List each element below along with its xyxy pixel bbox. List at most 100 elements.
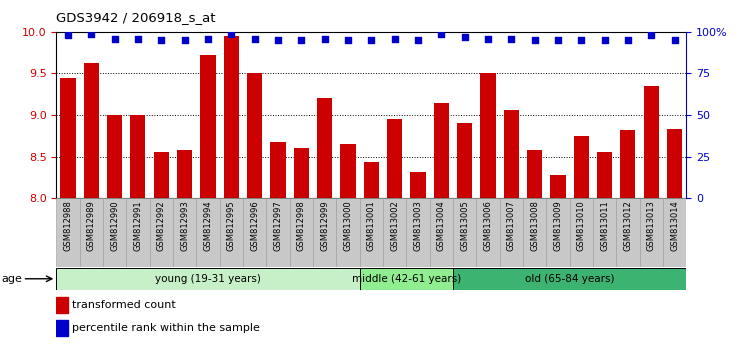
Bar [550, 175, 566, 198]
Bar [224, 36, 238, 198]
Text: GSM813002: GSM813002 [390, 200, 399, 251]
Text: middle (42-61 years): middle (42-61 years) [352, 274, 460, 284]
Point [296, 37, 307, 43]
Text: GSM812997: GSM812997 [274, 200, 283, 251]
Point [435, 31, 447, 36]
Bar [500, 198, 523, 267]
Bar [410, 172, 425, 198]
FancyBboxPatch shape [56, 268, 359, 290]
Bar [433, 103, 448, 198]
Bar [294, 148, 309, 198]
Text: GSM812990: GSM812990 [110, 200, 119, 251]
Text: GSM813013: GSM813013 [646, 200, 656, 251]
Bar [317, 98, 332, 198]
Point [155, 37, 167, 43]
Bar [383, 198, 406, 267]
Bar [593, 198, 616, 267]
Point [482, 36, 494, 41]
Text: GSM812999: GSM812999 [320, 200, 329, 251]
Bar [270, 142, 286, 198]
Bar [56, 320, 68, 336]
Bar [80, 198, 103, 267]
Text: young (19-31 years): young (19-31 years) [155, 274, 261, 284]
Bar [663, 198, 686, 267]
Point [319, 36, 331, 41]
Text: GSM812992: GSM812992 [157, 200, 166, 251]
Text: GSM813014: GSM813014 [670, 200, 679, 251]
Point [86, 31, 98, 36]
Text: GSM812995: GSM812995 [226, 200, 236, 251]
Bar [313, 198, 336, 267]
Bar [504, 110, 519, 198]
Bar [196, 198, 220, 267]
Bar [177, 150, 192, 198]
Point [412, 37, 424, 43]
Text: GSM813011: GSM813011 [600, 200, 609, 251]
Bar [574, 136, 589, 198]
Point [506, 36, 518, 41]
Text: GSM812996: GSM812996 [250, 200, 259, 251]
Bar [130, 115, 146, 198]
Bar [340, 144, 356, 198]
Bar [644, 86, 658, 198]
Text: GSM813000: GSM813000 [344, 200, 352, 251]
Text: GSM813001: GSM813001 [367, 200, 376, 251]
Text: percentile rank within the sample: percentile rank within the sample [72, 323, 260, 333]
Point [248, 36, 260, 41]
Text: GSM813006: GSM813006 [484, 200, 493, 251]
Bar [266, 198, 290, 267]
Point [622, 37, 634, 43]
Bar [149, 198, 173, 267]
Bar [336, 198, 359, 267]
Text: GSM813004: GSM813004 [436, 200, 445, 251]
Text: GSM813012: GSM813012 [623, 200, 632, 251]
Text: GSM813005: GSM813005 [460, 200, 469, 251]
Text: age: age [2, 274, 22, 284]
Bar [387, 119, 402, 198]
Bar [476, 198, 500, 267]
Bar [457, 123, 472, 198]
Bar [56, 198, 80, 267]
Point [342, 37, 354, 43]
Point [575, 37, 587, 43]
Point [272, 37, 284, 43]
Text: GSM812989: GSM812989 [87, 200, 96, 251]
Point [365, 37, 377, 43]
Bar [569, 198, 593, 267]
Point [529, 37, 541, 43]
Text: GSM812988: GSM812988 [64, 200, 73, 251]
Bar [84, 63, 99, 198]
Text: GSM812993: GSM812993 [180, 200, 189, 251]
Bar [364, 162, 379, 198]
Text: GSM813007: GSM813007 [507, 200, 516, 251]
Text: GSM813009: GSM813009 [554, 200, 562, 251]
Bar [597, 152, 612, 198]
Point [132, 36, 144, 41]
Point [668, 37, 680, 43]
Text: GSM813010: GSM813010 [577, 200, 586, 251]
Text: old (65-84 years): old (65-84 years) [525, 274, 614, 284]
Point [598, 37, 610, 43]
Bar [107, 115, 122, 198]
Bar [406, 198, 430, 267]
Bar [640, 198, 663, 267]
Bar [247, 74, 262, 198]
Point [645, 32, 657, 38]
Bar [527, 150, 542, 198]
Bar [103, 198, 126, 267]
Text: transformed count: transformed count [72, 300, 176, 310]
Point [552, 37, 564, 43]
Point [109, 36, 121, 41]
Text: GSM813003: GSM813003 [413, 200, 422, 251]
Point [202, 36, 214, 41]
Point [178, 37, 190, 43]
Bar [220, 198, 243, 267]
Bar [359, 198, 383, 267]
Bar [667, 129, 682, 198]
Bar [480, 74, 496, 198]
Text: GSM812991: GSM812991 [134, 200, 142, 251]
Point [388, 36, 400, 41]
Bar [290, 198, 313, 267]
Text: GDS3942 / 206918_s_at: GDS3942 / 206918_s_at [56, 11, 216, 24]
Point [62, 32, 74, 38]
